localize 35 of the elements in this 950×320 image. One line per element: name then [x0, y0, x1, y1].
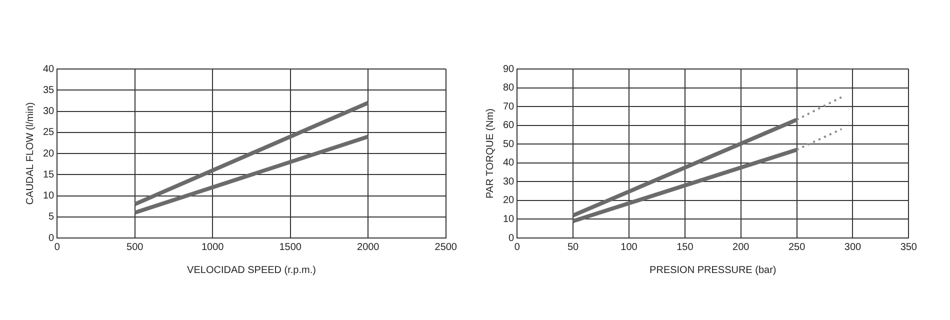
x-axis-title: PRESION PRESSURE (bar) [650, 264, 776, 276]
y-tick-label: 35 [43, 84, 55, 96]
y-tick-label: 0 [48, 232, 55, 244]
x-tick-label: 500 [126, 242, 144, 253]
x-tick-label: 2500 [434, 242, 458, 253]
x-tick-label: 1500 [279, 242, 302, 253]
y-tick-label: 40 [43, 64, 55, 75]
y-tick-label: 30 [503, 176, 515, 188]
x-tick-label: 150 [676, 242, 694, 253]
y-axis-title: CAUDAL FLOW (l/min) [24, 102, 36, 205]
y-tick-label: 80 [503, 82, 515, 94]
x-tick-label: 2000 [357, 242, 380, 253]
y-tick-label: 25 [43, 127, 55, 138]
y-tick-label: 0 [508, 232, 515, 244]
y-tick-label: 5 [48, 212, 55, 223]
y-axis-title: PAR TORQUE (Nm) [484, 108, 496, 199]
x-tick-label: 300 [844, 242, 862, 253]
y-tick-label: 70 [503, 101, 515, 112]
y-tick-label: 20 [503, 195, 515, 206]
y-tick-label: 10 [43, 190, 55, 202]
y-tick-label: 15 [43, 169, 55, 180]
y-tick-label: 30 [43, 106, 55, 117]
y-tick-label: 90 [503, 64, 515, 75]
x-tick-label: 100 [620, 242, 638, 253]
x-tick-label: 250 [788, 242, 806, 253]
x-tick-label: 50 [567, 242, 580, 253]
x-tick-label: 200 [732, 242, 750, 253]
y-tick-label: 50 [503, 138, 515, 150]
y-tick-label: 40 [503, 158, 515, 169]
y-tick-label: 20 [43, 148, 55, 160]
y-tick-label: 60 [503, 120, 515, 132]
x-tick-label: 350 [900, 242, 918, 253]
x-axis-title: VELOCIDAD SPEED (r.p.m.) [187, 264, 316, 276]
x-tick-label: 1000 [202, 242, 224, 253]
y-tick-label: 10 [503, 214, 515, 225]
